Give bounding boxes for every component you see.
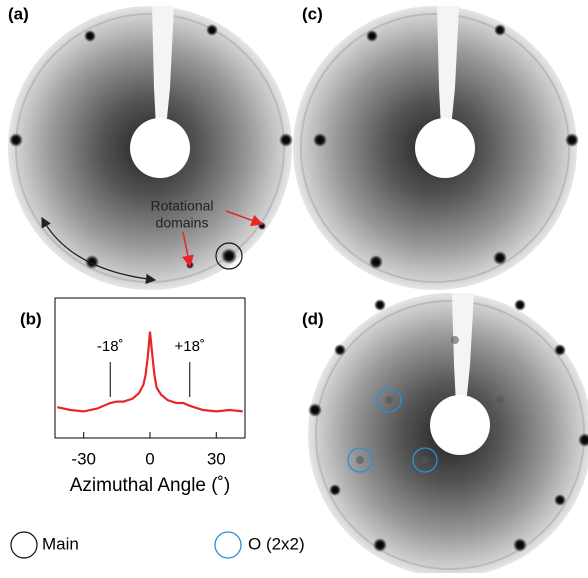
electron-gun	[415, 118, 475, 178]
annotation: domains	[156, 215, 209, 231]
panel-label: (a)	[8, 4, 29, 23]
angle-marker-label: -18˚	[97, 338, 124, 355]
diffraction-spot	[85, 255, 99, 269]
diffraction-spot	[9, 133, 23, 147]
legend-symbol	[11, 532, 37, 558]
figure: (a) (c) (b) (d) Rotational domains Main …	[0, 0, 588, 573]
faint-spot	[496, 396, 504, 404]
x-tick-label: -30	[71, 449, 96, 468]
diffraction-spot	[514, 299, 526, 311]
x-axis-label: Azimuthal Angle (˚)	[70, 475, 231, 496]
diffraction-spot	[565, 133, 579, 147]
diffraction-spot	[279, 133, 293, 147]
diffraction-spot	[373, 538, 387, 552]
panel-label: (d)	[302, 309, 324, 328]
diffraction-spot	[221, 248, 237, 264]
plot: -30 0 30 Azimuthal Angle (˚) -18˚ +18˚	[57, 332, 243, 496]
diffraction-spot	[554, 344, 566, 356]
diffraction-spot	[369, 255, 383, 269]
diffraction-spot	[313, 133, 327, 147]
page: (a) (c) (b) (d) Rotational domains Main …	[0, 0, 588, 578]
panel-label: (c)	[302, 4, 323, 23]
diffraction-spot	[206, 24, 218, 36]
legend-label: Main	[42, 534, 79, 553]
x-tick-label: 30	[207, 449, 226, 468]
angle-marker-label: +18˚	[175, 338, 205, 355]
x-tick-label: 0	[145, 449, 154, 468]
diffraction-spot	[494, 24, 506, 36]
diffraction-spot	[84, 30, 96, 42]
faint-spot	[451, 336, 459, 344]
line	[57, 332, 243, 412]
panel-label: (b)	[20, 309, 42, 328]
diffraction-spot	[493, 251, 507, 265]
diffraction-spot	[366, 30, 378, 42]
legend-symbol	[215, 532, 241, 558]
diffraction-spot	[329, 484, 341, 496]
diffraction-spot	[374, 299, 386, 311]
diffraction-spot	[554, 494, 566, 506]
plot-frame	[55, 298, 245, 438]
electron-gun	[130, 118, 190, 178]
diffraction-spot	[334, 344, 346, 356]
faint-spot	[356, 456, 364, 464]
legend-label: O (2x2)	[248, 534, 305, 553]
annotation: Rotational	[150, 198, 213, 214]
diffraction-spot	[308, 403, 322, 417]
electron-gun	[430, 395, 490, 455]
faint-spot	[385, 396, 393, 404]
faint-spot	[421, 456, 429, 464]
diffraction-spot	[513, 538, 527, 552]
